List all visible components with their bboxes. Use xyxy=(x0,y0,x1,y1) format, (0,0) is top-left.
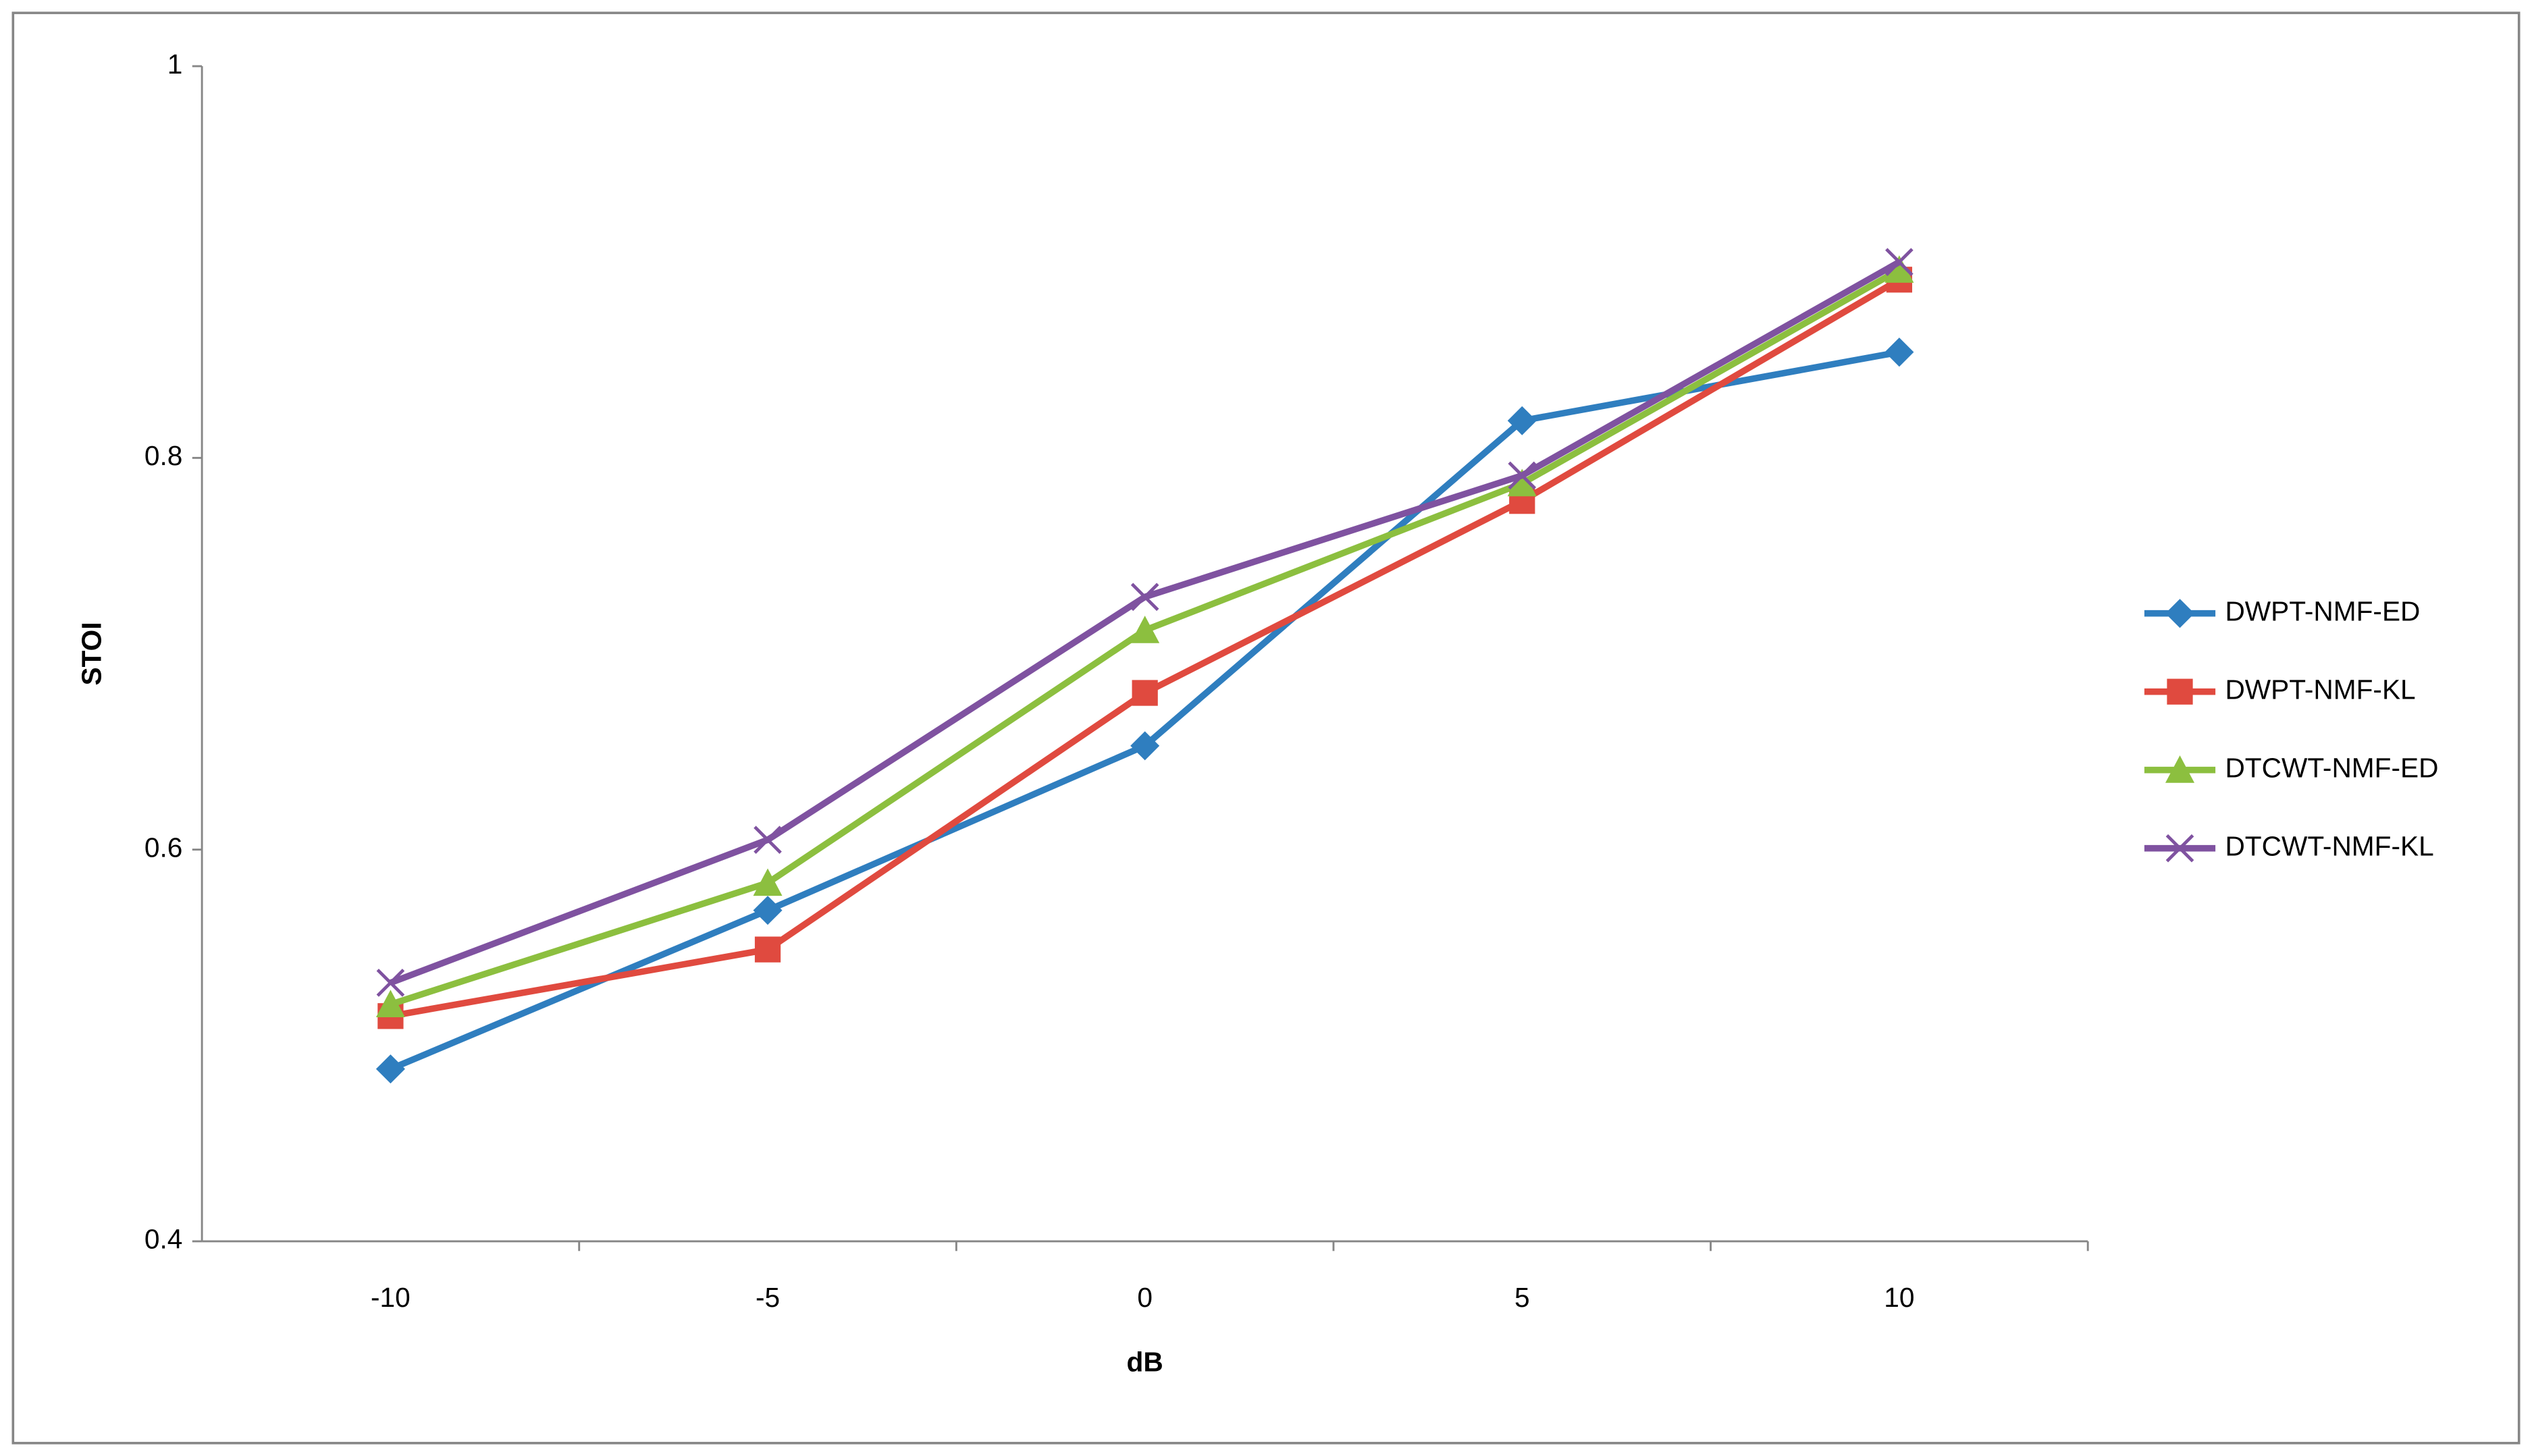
marker xyxy=(376,969,405,997)
x-tick-label: 10 xyxy=(1884,1282,1914,1313)
marker xyxy=(1130,731,1160,761)
legend-label: DWPT-NMF-ED xyxy=(2225,595,2420,626)
x-tick-label: 5 xyxy=(1514,1282,1530,1313)
legend-label: DTCWT-NMF-KL xyxy=(2225,830,2433,861)
marker xyxy=(1508,461,1537,490)
y-tick-label: 0.4 xyxy=(144,1224,183,1255)
y-axis-title: STOI xyxy=(76,622,107,685)
y-tick-label: 1 xyxy=(167,49,183,80)
chart-border xyxy=(11,11,2521,1445)
marker xyxy=(1885,248,1914,277)
marker xyxy=(1507,468,1537,497)
marker xyxy=(1130,583,1159,612)
y-tick-label: 0.6 xyxy=(144,832,183,863)
legend-marker xyxy=(2167,678,2193,705)
x-axis-title: dB xyxy=(1127,1346,1163,1377)
marker xyxy=(1507,406,1537,435)
x-tick-label: -10 xyxy=(371,1282,411,1313)
legend-marker xyxy=(2165,599,2195,628)
x-tick-label: 0 xyxy=(1137,1282,1153,1313)
legend-marker xyxy=(2165,834,2194,863)
legend-label: DTCWT-NMF-ED xyxy=(2225,752,2438,783)
legend-marker xyxy=(2165,755,2195,783)
marker xyxy=(753,896,783,925)
marker xyxy=(753,868,783,896)
marker xyxy=(375,1054,405,1084)
marker xyxy=(1130,616,1160,643)
legend-label: DWPT-NMF-KL xyxy=(2225,674,2415,705)
marker xyxy=(1884,255,1914,283)
y-tick-label: 0.8 xyxy=(144,440,183,471)
marker xyxy=(754,936,781,963)
x-tick-label: -5 xyxy=(756,1282,780,1313)
marker xyxy=(754,826,782,854)
marker xyxy=(375,990,405,1017)
marker xyxy=(1132,680,1158,706)
